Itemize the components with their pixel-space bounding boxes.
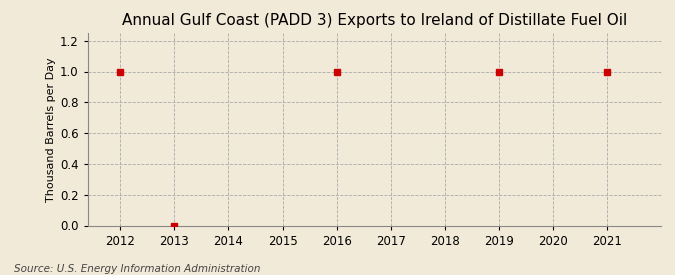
Y-axis label: Thousand Barrels per Day: Thousand Barrels per Day <box>46 57 56 202</box>
Text: Source: U.S. Energy Information Administration: Source: U.S. Energy Information Administ… <box>14 264 260 274</box>
Title: Annual Gulf Coast (PADD 3) Exports to Ireland of Distillate Fuel Oil: Annual Gulf Coast (PADD 3) Exports to Ir… <box>122 13 627 28</box>
